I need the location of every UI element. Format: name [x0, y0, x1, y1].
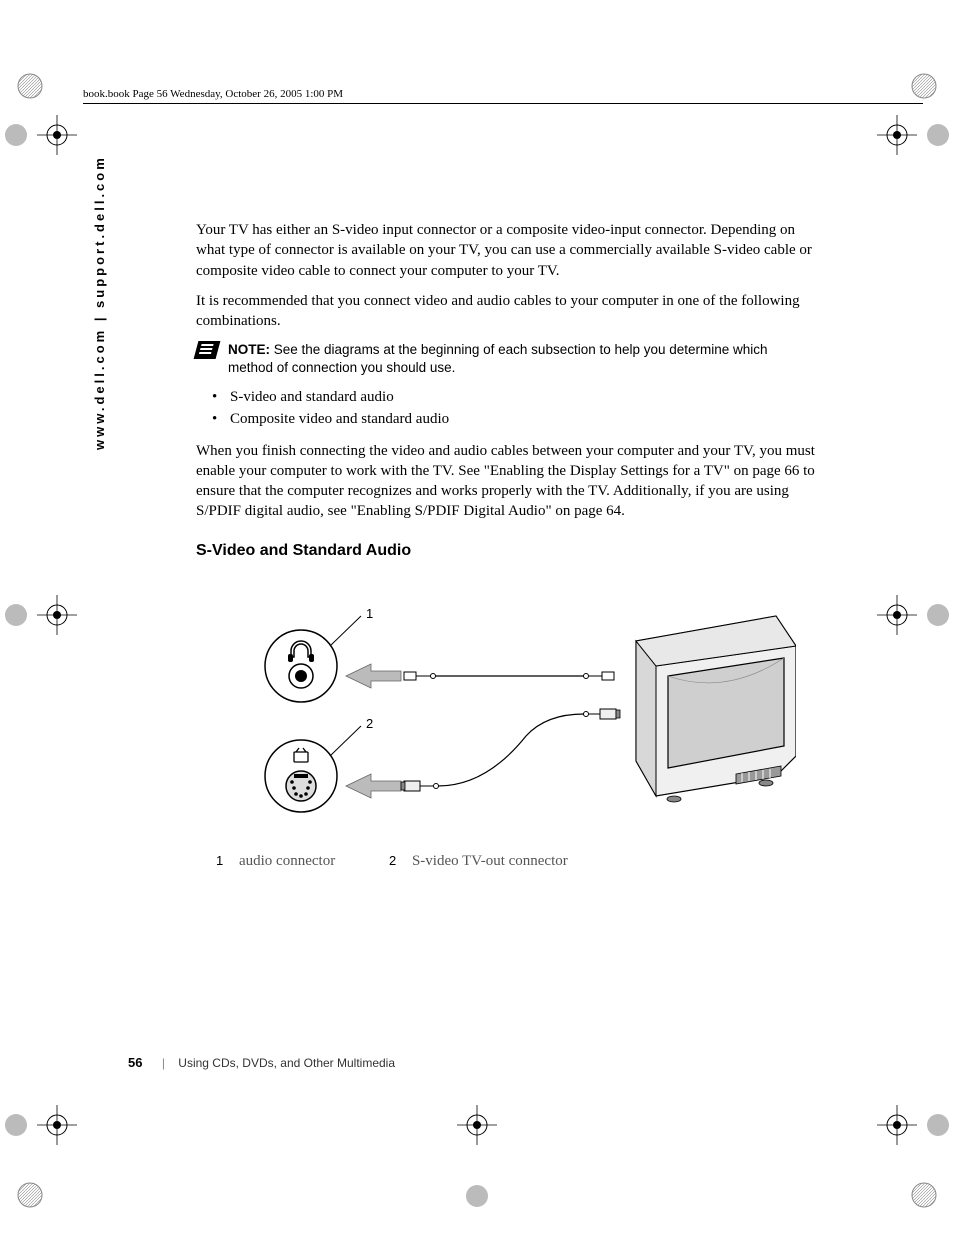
connection-diagram: 1 2 — [236, 596, 796, 836]
callout-1: 1 — [366, 606, 373, 621]
crop-mark-br2 — [884, 1155, 944, 1215]
footer-separator: | — [162, 1056, 165, 1070]
tv-audio-plug — [584, 672, 615, 680]
legend-num-1: 1 — [216, 853, 223, 868]
crop-mark-mr — [862, 595, 952, 655]
arrow-2 — [346, 774, 401, 798]
note-body: See the diagrams at the beginning of eac… — [228, 342, 768, 375]
page-footer: 56 | Using CDs, DVDs, and Other Multimed… — [128, 1055, 395, 1070]
crop-mark-bc — [432, 1105, 522, 1165]
bullet-list: S-video and standard audio Composite vid… — [196, 386, 816, 431]
note-icon — [194, 341, 221, 359]
legend-label-2: S-video TV-out connector — [412, 853, 568, 869]
svideo-connector-icon — [265, 740, 337, 812]
crop-mark-tr2 — [862, 115, 952, 175]
tv-icon — [636, 616, 796, 802]
arrow-1 — [346, 664, 401, 688]
svideo-cable — [438, 714, 584, 786]
bullet-item: S-video and standard audio — [230, 386, 816, 409]
legend-label-1: audio connector — [239, 853, 335, 869]
paragraph-3: When you finish connecting the video and… — [196, 441, 816, 522]
audio-plug — [404, 672, 436, 680]
note-block: NOTE: See the diagrams at the beginning … — [196, 341, 816, 377]
bullet-item: Composite video and standard audio — [230, 408, 816, 431]
print-header: book.book Page 56 Wednesday, October 26,… — [83, 88, 924, 104]
crop-mark-bl2 — [10, 1155, 70, 1215]
paragraph-1: Your TV has either an S-video input conn… — [196, 220, 816, 281]
diagram-legend: 1 audio connector 2 S-video TV-out conne… — [216, 853, 816, 870]
note-label: NOTE: — [228, 342, 270, 357]
tv-svideo-plug — [584, 709, 621, 719]
crop-mark-bc2 — [462, 1181, 492, 1211]
callout-2: 2 — [366, 716, 373, 731]
print-header-text: book.book Page 56 Wednesday, October 26,… — [83, 88, 343, 100]
crop-mark-tl2 — [2, 115, 92, 175]
legend-num-2: 2 — [389, 853, 396, 868]
subheading: S-Video and Standard Audio — [196, 542, 816, 560]
svideo-plug — [401, 781, 439, 791]
note-text: NOTE: See the diagrams at the beginning … — [228, 341, 816, 377]
crop-mark-ml — [2, 595, 92, 655]
audio-connector-icon — [265, 630, 337, 702]
paragraph-2: It is recommended that you connect video… — [196, 291, 816, 332]
page-content: Your TV has either an S-video input conn… — [196, 220, 816, 870]
side-url: www.dell.com | support.dell.com — [92, 155, 107, 450]
chapter-title: Using CDs, DVDs, and Other Multimedia — [178, 1056, 395, 1070]
page-number: 56 — [128, 1055, 142, 1070]
